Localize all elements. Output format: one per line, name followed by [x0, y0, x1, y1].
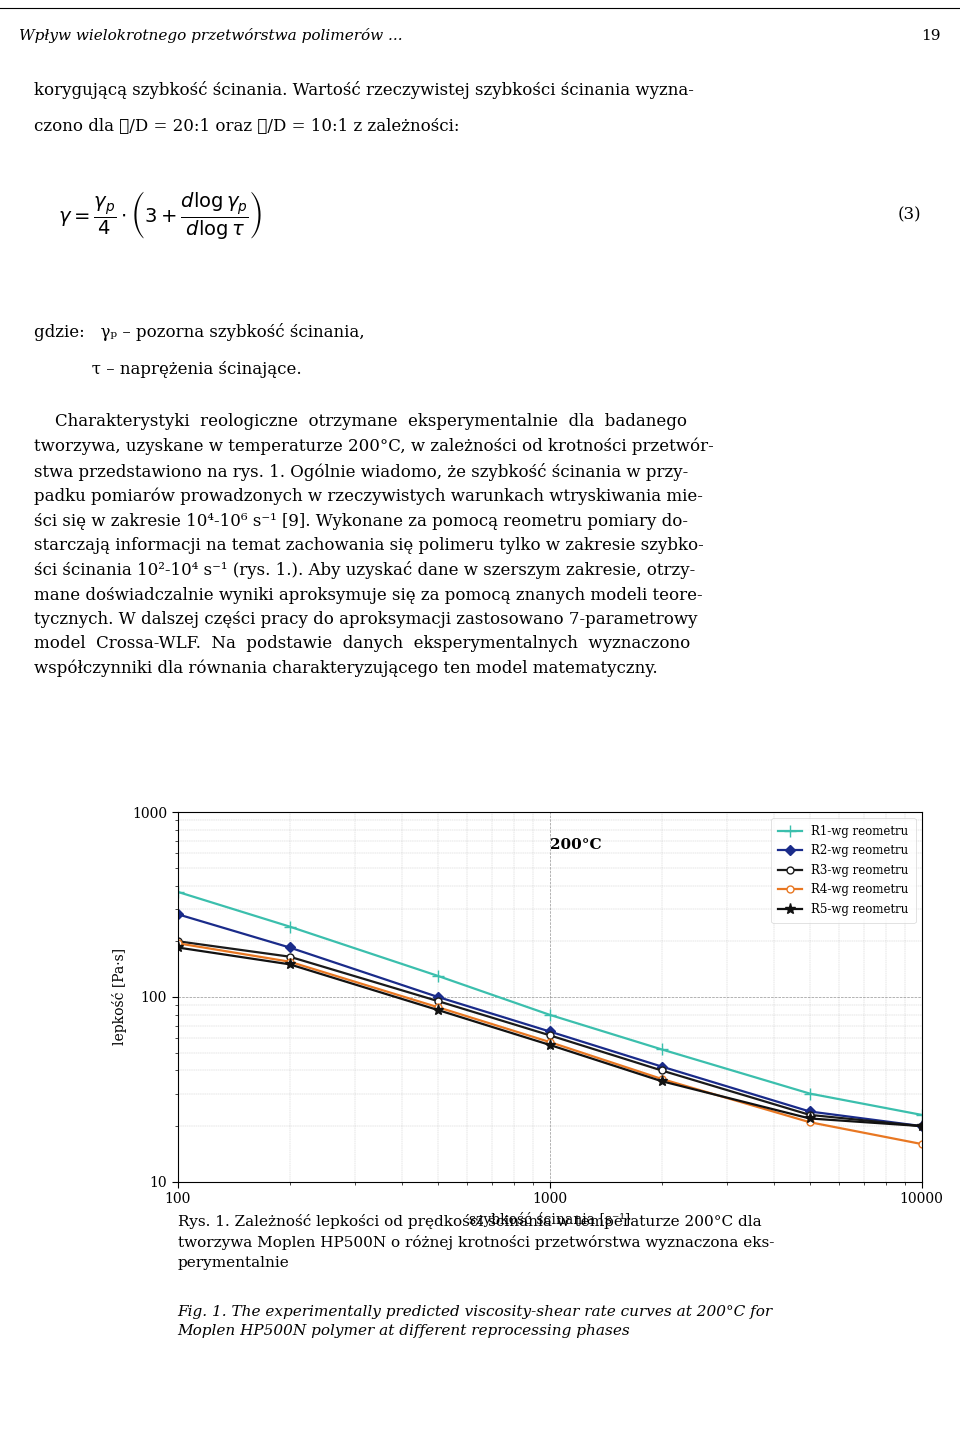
- R5-wg reometru: [432, 1000, 444, 1018]
- R3-wg reometru: [543, 1027, 555, 1044]
- Text: gdzie:   γₚ – pozorna szybkość ścinania,: gdzie: γₚ – pozorna szybkość ścinania,: [34, 323, 364, 341]
- Line: R3-wg reometru: R3-wg reometru: [174, 938, 925, 1130]
- Text: Rys. 1. Zależność lepkości od prędkości ścinania w temperaturze 200°C dla
tworzy: Rys. 1. Zależność lepkości od prędkości …: [178, 1214, 774, 1270]
- R2-wg reometru: [804, 1103, 815, 1121]
- R1-wg reometru: [432, 967, 444, 985]
- R5-wg reometru: [543, 1037, 555, 1054]
- R1-wg reometru: [284, 918, 296, 935]
- Text: korygującą szybkość ścinania. Wartość rzeczywistej szybkości ścinania wyzna-: korygującą szybkość ścinania. Wartość rz…: [34, 81, 693, 99]
- Text: Wpływ wielokrotnego przetwórstwa polimerów ...: Wpływ wielokrotnego przetwórstwa polimer…: [19, 28, 403, 44]
- R1-wg reometru: [804, 1085, 815, 1102]
- R3-wg reometru: [656, 1061, 667, 1079]
- R3-wg reometru: [284, 948, 296, 966]
- Line: R2-wg reometru: R2-wg reometru: [174, 911, 925, 1130]
- R3-wg reometru: [432, 992, 444, 1009]
- Text: czono dla ℒ/D = 20:1 oraz ℒ/D = 10:1 z zależności:: czono dla ℒ/D = 20:1 oraz ℒ/D = 10:1 z z…: [34, 117, 459, 135]
- R4-wg reometru: [543, 1034, 555, 1051]
- R1-wg reometru: [543, 1006, 555, 1024]
- Legend: R1-wg reometru, R2-wg reometru, R3-wg reometru, R4-wg reometru, R5-wg reometru: R1-wg reometru, R2-wg reometru, R3-wg re…: [771, 818, 916, 924]
- Y-axis label: lepkość [Pa·s]: lepkość [Pa·s]: [111, 948, 127, 1045]
- Text: 19: 19: [922, 29, 941, 42]
- Text: $\gamma = \dfrac{\gamma_p}{4} \cdot \left( 3 + \dfrac{d\log\gamma_p}{d\log\tau} : $\gamma = \dfrac{\gamma_p}{4} \cdot \lef…: [58, 188, 261, 241]
- R1-wg reometru: [916, 1106, 927, 1124]
- R4-wg reometru: [656, 1070, 667, 1088]
- R4-wg reometru: [916, 1135, 927, 1153]
- Line: R5-wg reometru: R5-wg reometru: [172, 942, 927, 1131]
- Text: Fig. 1. The experimentally predicted viscosity-shear rate curves at 200°C for
Mo: Fig. 1. The experimentally predicted vis…: [178, 1305, 773, 1338]
- R5-wg reometru: [656, 1073, 667, 1090]
- R5-wg reometru: [284, 956, 296, 973]
- R1-wg reometru: [172, 883, 183, 900]
- Text: τ – naprężenia ścinające.: τ – naprężenia ścinające.: [34, 361, 301, 377]
- Text: Charakterystyki  reologiczne  otrzymane  eksperymentalnie  dla  badanego
tworzyw: Charakterystyki reologiczne otrzymane ek…: [34, 413, 713, 677]
- R1-wg reometru: [656, 1041, 667, 1058]
- R5-wg reometru: [172, 938, 183, 956]
- R4-wg reometru: [284, 953, 296, 970]
- R3-wg reometru: [804, 1106, 815, 1124]
- R2-wg reometru: [543, 1022, 555, 1040]
- R4-wg reometru: [804, 1114, 815, 1131]
- Text: (3): (3): [898, 206, 922, 223]
- Line: R1-wg reometru: R1-wg reometru: [171, 886, 928, 1121]
- R2-wg reometru: [656, 1058, 667, 1076]
- X-axis label: szybkość ścinania [s⁻¹]: szybkość ścinania [s⁻¹]: [469, 1212, 630, 1227]
- R3-wg reometru: [172, 932, 183, 950]
- R2-wg reometru: [432, 989, 444, 1006]
- R3-wg reometru: [916, 1118, 927, 1135]
- R5-wg reometru: [804, 1109, 815, 1127]
- R2-wg reometru: [172, 905, 183, 922]
- R2-wg reometru: [916, 1118, 927, 1135]
- R2-wg reometru: [284, 938, 296, 956]
- Line: R4-wg reometru: R4-wg reometru: [174, 940, 925, 1147]
- Text: 200°C: 200°C: [549, 838, 601, 853]
- R4-wg reometru: [172, 935, 183, 953]
- R5-wg reometru: [916, 1118, 927, 1135]
- R4-wg reometru: [432, 999, 444, 1016]
